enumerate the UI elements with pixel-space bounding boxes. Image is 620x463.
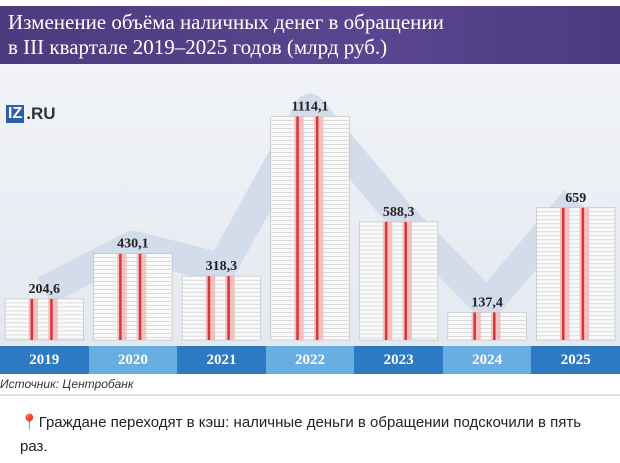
divider xyxy=(0,394,620,396)
trend-shadow xyxy=(37,93,588,320)
bar-2019 xyxy=(4,298,84,341)
bar-2023 xyxy=(358,221,439,341)
x-tick-2019: 2019 xyxy=(0,346,89,374)
value-label: 1114,1 xyxy=(292,99,329,114)
iz-logo: IZ .RU xyxy=(6,104,56,124)
value-label: 204,6 xyxy=(29,282,61,297)
caption: 📍Граждане переходят в кэш: наличные день… xyxy=(20,411,600,459)
chart-title: Изменение объёма наличных денег в обраще… xyxy=(0,6,620,64)
logo-ru: .RU xyxy=(26,104,56,123)
bars-layer: 204,6 430,1 318,3 1114,1 588,3 137,4 659 xyxy=(4,93,616,341)
source-note: Источник: Центробанк xyxy=(0,377,134,391)
value-label: 659 xyxy=(565,191,586,206)
value-label: 137,4 xyxy=(471,295,503,310)
x-axis: 2019 2020 2021 2022 2023 2024 2025 xyxy=(0,346,620,374)
x-tick-2021: 2021 xyxy=(177,346,266,374)
pin-icon: 📍 xyxy=(20,414,39,431)
x-tick-2025: 2025 xyxy=(531,346,620,374)
bar-2020 xyxy=(93,253,173,341)
x-tick-2020: 2020 xyxy=(88,346,178,374)
x-tick-2022: 2022 xyxy=(265,346,355,374)
caption-text: Граждане переходят в кэш: наличные деньг… xyxy=(20,414,582,455)
bar-2025 xyxy=(536,207,616,341)
bar-2021 xyxy=(181,275,262,341)
bar-2022 xyxy=(270,116,350,341)
logo-iz: IZ xyxy=(6,105,25,123)
x-tick-2023: 2023 xyxy=(354,346,443,374)
bar-2024 xyxy=(447,312,527,341)
value-label: 318,3 xyxy=(206,259,238,274)
value-label: 430,1 xyxy=(117,237,149,252)
x-tick-2024: 2024 xyxy=(442,346,532,374)
title-line-1: Изменение объёма наличных денег в обраще… xyxy=(8,10,444,34)
value-label: 588,3 xyxy=(383,205,415,220)
title-line-2: в III квартале 2019–2025 годов (млрд руб… xyxy=(8,35,388,59)
